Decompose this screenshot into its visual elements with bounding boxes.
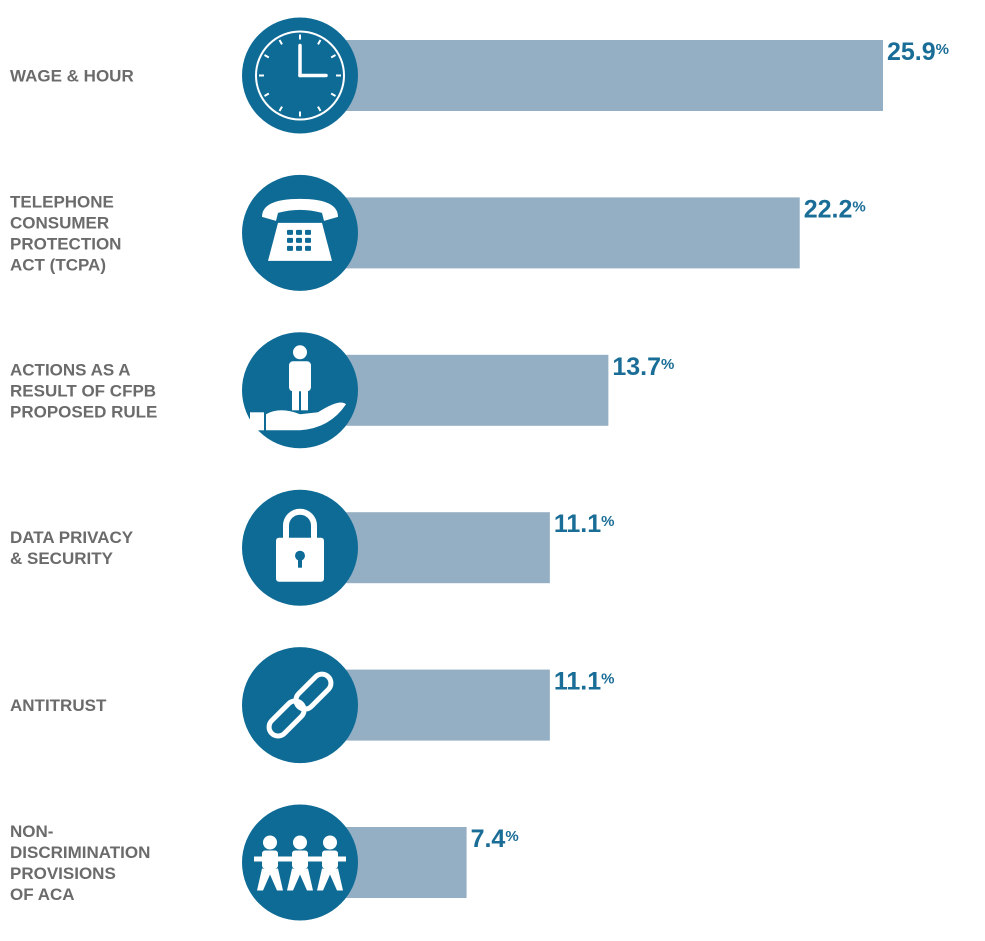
bar: [300, 197, 800, 269]
value-label: 22.2%: [804, 195, 866, 223]
clock-icon: [255, 30, 345, 121]
value-label: 13.7%: [612, 353, 674, 381]
telephone-icon: [262, 198, 338, 261]
people-group-icon: [254, 835, 346, 891]
category-label: TELEPHONE CONSUMER PROTECTION ACT (TCPA): [10, 192, 121, 274]
person-in-hand-icon: [250, 345, 346, 431]
category-label: ACTIONS AS A RESULT OF CFPB PROPOSED RULE: [10, 360, 157, 421]
category-label: WAGE & HOUR: [10, 67, 134, 86]
value-label: 11.1%: [554, 510, 615, 538]
category-label: NON-DISCRIMINATION PROVISIONS OF ACA: [10, 822, 150, 904]
chain-link-icon: [266, 671, 334, 739]
value-label: 7.4%: [471, 825, 519, 853]
value-label: 11.1%: [554, 668, 615, 696]
bar: [300, 40, 883, 111]
value-label: 25.9%: [887, 38, 949, 66]
padlock-icon: [276, 508, 324, 582]
category-label: ANTITRUST: [10, 696, 107, 715]
category-label: DATA PRIVACY & SECURITY: [10, 528, 134, 568]
